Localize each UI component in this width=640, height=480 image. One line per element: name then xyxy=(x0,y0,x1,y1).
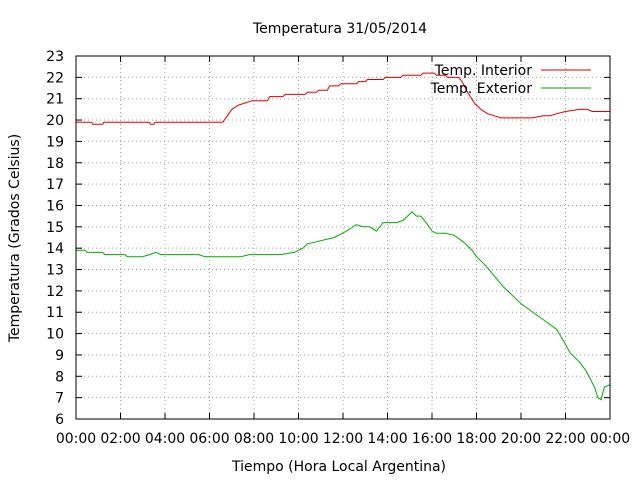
series-line-exterior xyxy=(76,211,611,401)
x-tick-label: 18:00 xyxy=(456,431,496,447)
legend-label-exterior: Temp. Exterior xyxy=(430,81,533,97)
x-tick-label: 00:00 xyxy=(590,431,630,447)
x-tick-label: 12:00 xyxy=(323,431,363,447)
y-tick-label: 10 xyxy=(46,327,64,343)
y-tick-label: 21 xyxy=(46,92,64,108)
y-tick-label: 18 xyxy=(46,156,64,172)
series-line-interior xyxy=(76,72,610,125)
y-axis-label: Temperatura (Grados Celsius) xyxy=(7,134,23,343)
y-tick-label: 19 xyxy=(46,134,64,150)
x-tick-label: 20:00 xyxy=(501,431,541,447)
chart-title: Temperatura 31/05/2014 xyxy=(252,21,427,37)
axis-ticks xyxy=(75,55,611,420)
x-tick-label: 08:00 xyxy=(234,431,274,447)
x-tick-label: 10:00 xyxy=(278,431,318,447)
y-tick-labels: 6 7 8 9 10 11 12 13 14 15 16 17 18 19 20 21 22 23 xyxy=(46,49,64,428)
y-tick-label: 6 xyxy=(55,412,64,428)
x-axis-label: Tiempo (Hora Local Argentina) xyxy=(231,459,446,475)
x-tick-label: 06:00 xyxy=(189,431,229,447)
y-tick-label: 14 xyxy=(46,241,64,257)
y-tick-label: 22 xyxy=(46,70,64,86)
y-tick-label: 13 xyxy=(46,263,64,279)
x-tick-label: 00:00 xyxy=(56,431,96,447)
grid xyxy=(76,56,610,419)
y-tick-label: 23 xyxy=(46,49,64,65)
y-tick-label: 12 xyxy=(46,284,64,300)
x-tick-label: 02:00 xyxy=(100,431,140,447)
x-tick-label: 16:00 xyxy=(412,431,452,447)
x-tick-label: 14:00 xyxy=(367,431,407,447)
y-tick-label: 9 xyxy=(55,348,64,364)
x-tick-labels: 00:00 02:00 04:00 06:00 08:00 10:00 12:00 14:00… xyxy=(56,431,630,447)
legend-label-interior: Temp. Interior xyxy=(434,63,533,79)
series-lines xyxy=(76,72,611,401)
y-tick-label: 7 xyxy=(55,391,64,407)
y-tick-label: 8 xyxy=(55,369,64,385)
x-tick-label: 04:00 xyxy=(145,431,185,447)
y-tick-label: 11 xyxy=(46,305,64,321)
x-tick-label: 22:00 xyxy=(545,431,585,447)
y-tick-label: 15 xyxy=(46,220,64,236)
y-tick-label: 16 xyxy=(46,198,64,214)
legend: Temp. Interior Temp. Exterior xyxy=(430,63,591,97)
y-tick-label: 20 xyxy=(46,113,64,129)
y-tick-label: 17 xyxy=(46,177,64,193)
